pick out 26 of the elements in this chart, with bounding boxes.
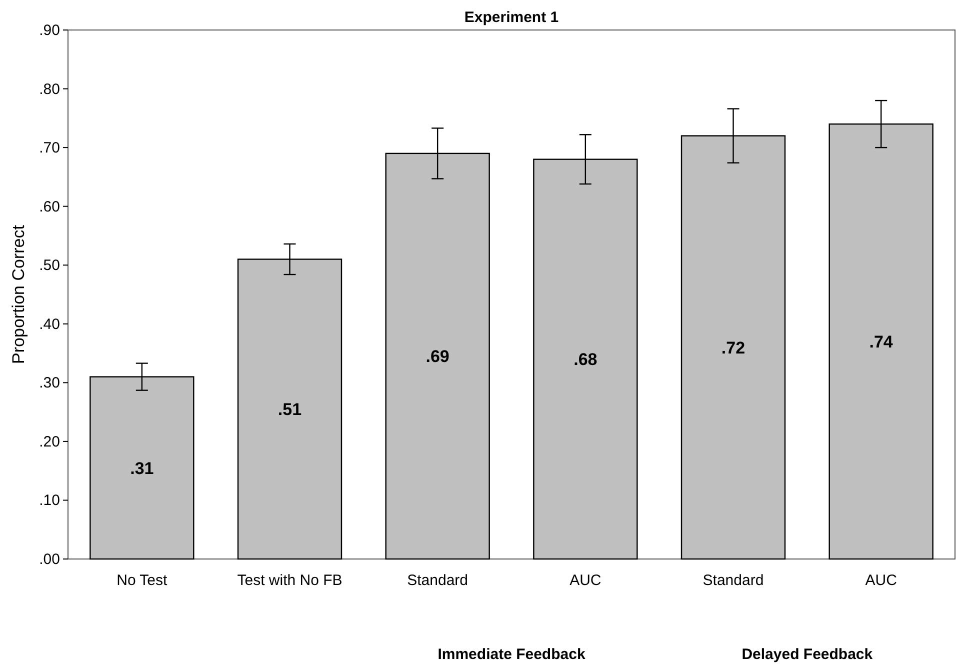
y-tick-label: .30 — [39, 374, 60, 392]
data-label: .74 — [869, 332, 894, 352]
y-tick-label: .80 — [39, 80, 60, 98]
y-tick-label: .10 — [39, 492, 60, 510]
y-tick-label: .00 — [39, 551, 60, 568]
data-label: .72 — [721, 338, 746, 358]
x-tick-label: No Test — [116, 572, 168, 589]
y-tick-label: .50 — [39, 257, 60, 274]
x-tick-label: Standard — [407, 572, 468, 589]
y-tick-label: .60 — [39, 198, 60, 216]
text: Delayed Feedback — [742, 646, 874, 663]
x-tick-label: AUC — [570, 572, 602, 589]
chart-title: Experiment 1 — [464, 9, 559, 26]
y-tick-label: .40 — [39, 316, 60, 333]
x-tick-label: AUC — [865, 572, 898, 589]
y-tick-label: .90 — [39, 22, 60, 39]
text: Immediate Feedback — [438, 646, 586, 663]
data-label: .31 — [130, 458, 154, 478]
data-label: .51 — [278, 400, 302, 420]
y-axis-title: Proportion Correct — [9, 224, 28, 364]
y-tick-label: .70 — [39, 140, 60, 157]
data-label: .69 — [426, 347, 450, 366]
y-tick-label: .20 — [39, 433, 60, 450]
x-tick-label: Test with No FB — [237, 572, 342, 589]
data-label: .68 — [574, 350, 598, 370]
x-tick-label: Standard — [702, 572, 764, 589]
